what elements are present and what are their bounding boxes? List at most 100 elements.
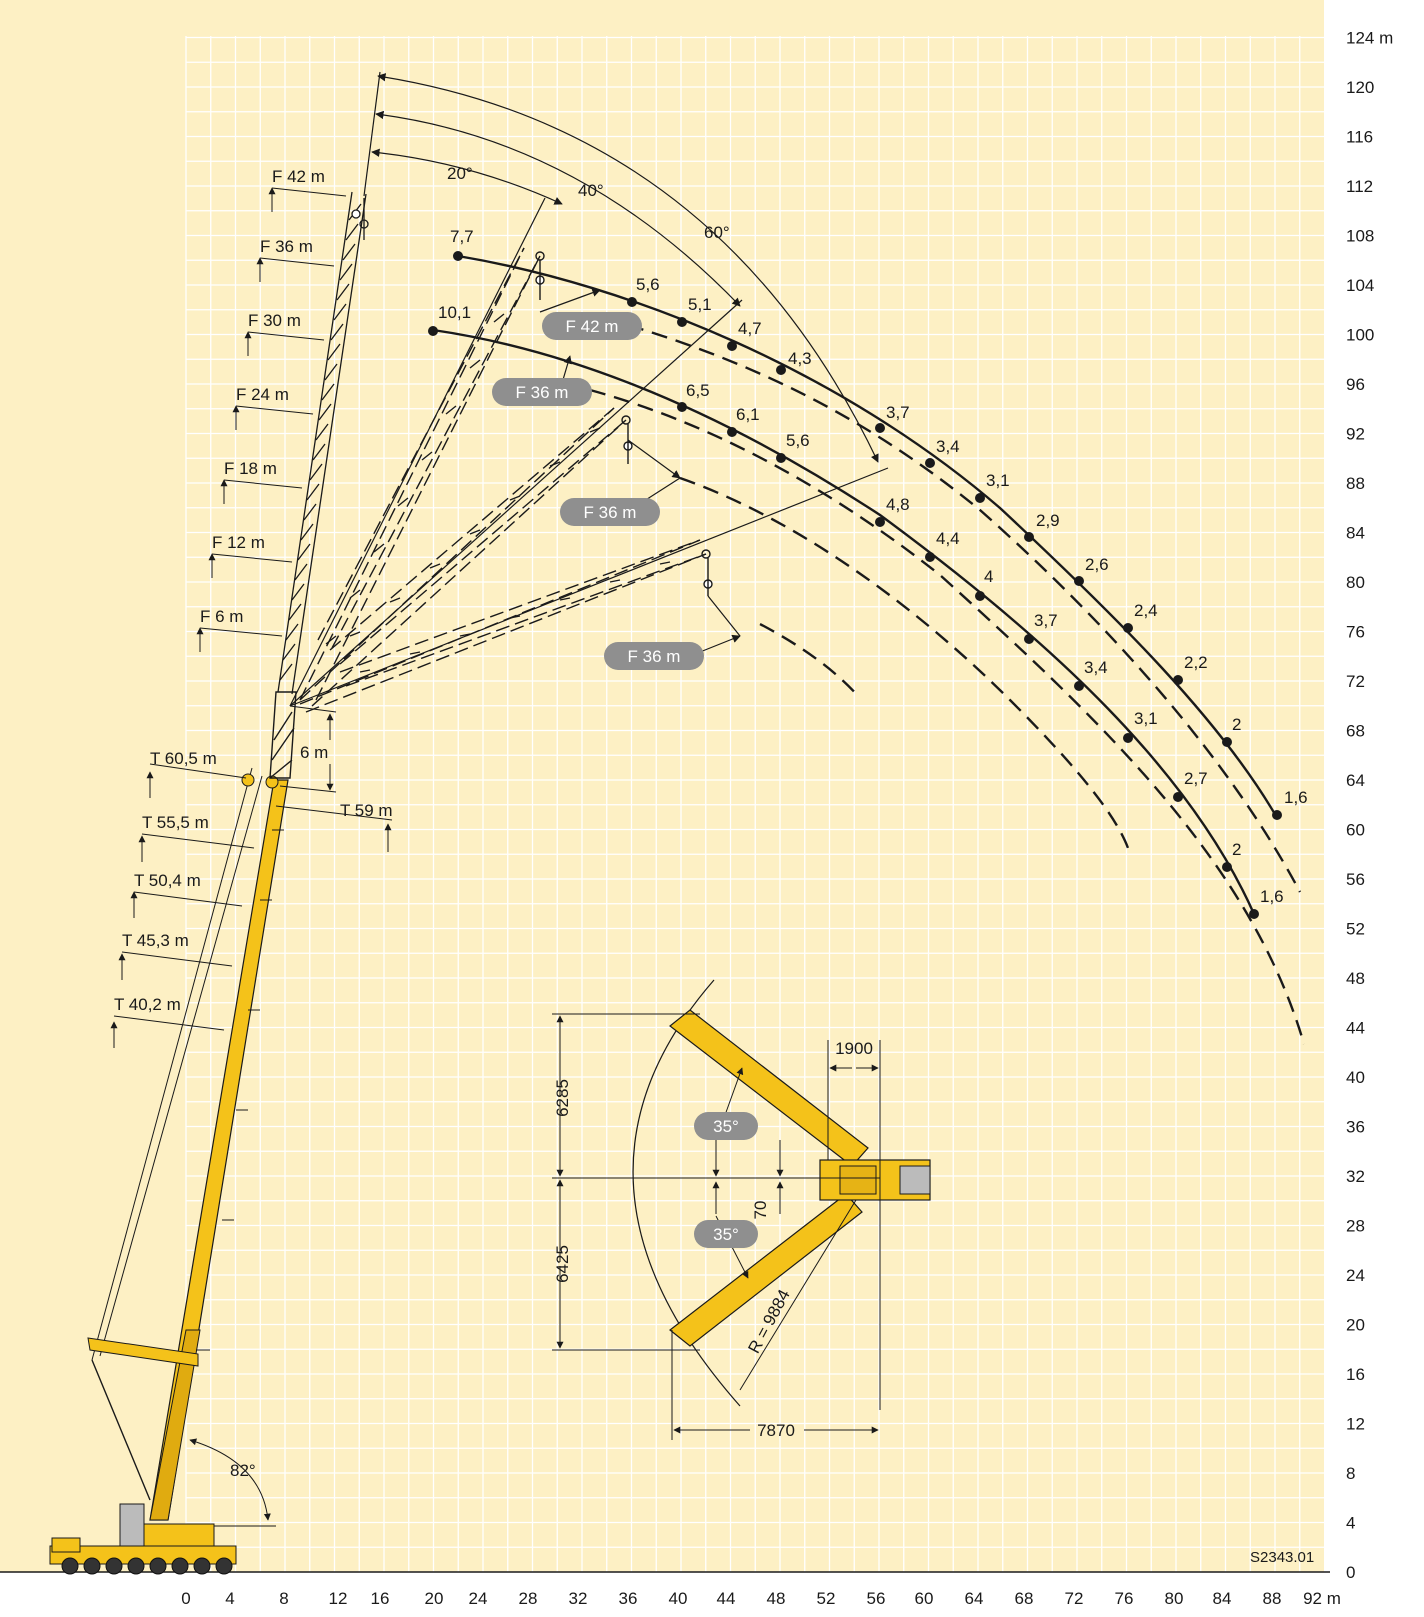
telescope-length: T 40,2 m <box>114 995 181 1014</box>
x-tick-label: 68 <box>1015 1589 1034 1608</box>
load-value: 5,6 <box>636 275 660 294</box>
crane-carrier <box>49 1503 237 1575</box>
y-tick-label: 4 <box>1346 1514 1355 1533</box>
load-value: 6,1 <box>736 405 760 424</box>
load-value: 2 <box>1232 715 1241 734</box>
x-tick-label: 12 <box>329 1589 348 1608</box>
load-point <box>1222 862 1232 872</box>
load-point <box>627 297 637 307</box>
y-tick-label: 24 <box>1346 1266 1365 1285</box>
load-value: 2,6 <box>1085 555 1109 574</box>
x-tick-label: 40 <box>669 1589 688 1608</box>
y-tick-label: 100 <box>1346 326 1374 345</box>
load-value: 3,7 <box>1034 611 1058 630</box>
x-tick-label: 20 <box>425 1589 444 1608</box>
x-tick-label: 4 <box>225 1589 234 1608</box>
pill-label: F 36 m <box>628 647 681 666</box>
load-point <box>875 517 885 527</box>
x-tick-label: 0 <box>181 1589 190 1608</box>
curve-f36-40-dashed <box>679 476 1132 855</box>
load-point <box>1024 634 1034 644</box>
y-tick-label: 16 <box>1346 1365 1365 1384</box>
fly-jib-length: F 24 m <box>236 385 289 404</box>
fly-jib-length: F 42 m <box>272 167 325 186</box>
load-point <box>1074 681 1084 691</box>
fly-jib-length: F 12 m <box>212 533 265 552</box>
angle-60: 60° <box>704 223 730 242</box>
y-tick-label: 40 <box>1346 1068 1365 1087</box>
load-point <box>975 591 985 601</box>
x-tick-label: 92 m <box>1303 1589 1341 1608</box>
load-value: 5,6 <box>786 431 810 450</box>
telescope-length: T 50,4 m <box>134 871 201 890</box>
luffing-jib-20 <box>299 247 545 701</box>
load-point <box>1249 909 1259 919</box>
y-tick-label: 48 <box>1346 969 1365 988</box>
x-tick-label: 76 <box>1115 1589 1134 1608</box>
load-value: 2,9 <box>1036 511 1060 530</box>
load-point <box>1173 792 1183 802</box>
jib-pill: F 42 m <box>542 312 642 340</box>
angle-top: 35° <box>713 1117 739 1136</box>
arc-60 <box>377 73 879 463</box>
x-tick-label: 52 <box>817 1589 836 1608</box>
outrigger-plan <box>552 979 931 1440</box>
y-tick-label: 8 <box>1346 1464 1355 1483</box>
load-point <box>677 402 687 412</box>
x-tick-label: 32 <box>569 1589 588 1608</box>
extension-markers <box>275 705 393 852</box>
luffing-jib-60 <box>299 539 713 713</box>
x-tick-label: 24 <box>469 1589 488 1608</box>
load-point <box>1272 810 1282 820</box>
angle-40: 40° <box>578 181 604 200</box>
telescope-length: T 60,5 m <box>150 749 217 768</box>
y-tick-label: 112 <box>1346 177 1373 196</box>
load-value: 10,1 <box>438 303 471 322</box>
pill-label: F 42 m <box>566 317 619 336</box>
pill-label: F 36 m <box>516 383 569 402</box>
load-value: 3,1 <box>1134 709 1158 728</box>
load-point <box>776 453 786 463</box>
load-value: 1,6 <box>1284 788 1308 807</box>
jib-pill: F 36 m <box>560 498 660 526</box>
y-axis: 0481216202428323640444852566064687276808… <box>1346 29 1393 1583</box>
load-point <box>1074 576 1084 586</box>
x-tick-label: 44 <box>717 1589 736 1608</box>
load-point <box>975 493 985 503</box>
telescopic-boom <box>87 691 297 1521</box>
extension-6m: 6 m <box>300 743 328 762</box>
angle-pill: 35° <box>694 1112 758 1140</box>
dim-top: 6285 <box>553 1079 572 1117</box>
x-tick-label: 36 <box>619 1589 638 1608</box>
y-tick-label: 88 <box>1346 474 1365 493</box>
y-tick-label: 92 <box>1346 425 1365 444</box>
telescope-length: T 45,3 m <box>122 931 189 950</box>
x-tick-label: 28 <box>519 1589 538 1608</box>
load-value: 4,8 <box>886 495 910 514</box>
offset: 70 <box>751 1201 770 1220</box>
x-tick-label: 60 <box>915 1589 934 1608</box>
load-value: 2,2 <box>1184 653 1208 672</box>
jib-pill: F 36 m <box>492 378 592 406</box>
load-point <box>1123 733 1133 743</box>
y-tick-label: 120 <box>1346 78 1374 97</box>
y-tick-label: 72 <box>1346 672 1365 691</box>
jib-pill: F 36 m <box>604 642 704 670</box>
dim-bottom: 6425 <box>553 1245 572 1283</box>
load-value: 4,4 <box>936 529 960 548</box>
load-point <box>776 365 786 375</box>
load-point <box>1173 675 1183 685</box>
y-tick-label: 64 <box>1346 771 1365 790</box>
x-tick-label: 48 <box>767 1589 786 1608</box>
main-jib-axis <box>363 71 381 197</box>
angle-pill: 35° <box>694 1220 758 1248</box>
x-tick-label: 80 <box>1165 1589 1184 1608</box>
luffing-angle-arcs <box>289 71 889 707</box>
fly-jib-length: F 36 m <box>260 237 313 256</box>
y-tick-label: 56 <box>1346 870 1365 889</box>
load-value: 5,1 <box>688 295 712 314</box>
load-point <box>453 251 463 261</box>
load-point <box>1123 623 1133 633</box>
load-value: 7,7 <box>450 227 474 246</box>
